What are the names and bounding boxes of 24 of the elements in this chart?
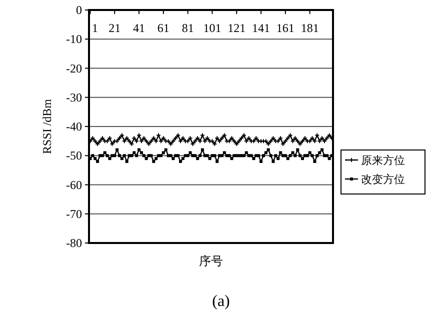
x-tick-label: 101 — [203, 21, 222, 35]
y-tick-label: -70 — [66, 206, 82, 221]
x-tick-label: 61 — [157, 21, 170, 35]
y-tick-label: 0 — [76, 3, 82, 17]
y-tick-label: -10 — [66, 32, 82, 46]
x-tick-label: 161 — [276, 21, 294, 35]
x-tick-label: 181 — [300, 21, 319, 35]
y-tick-label: -30 — [66, 90, 82, 104]
x-tick-label: 1 — [92, 21, 98, 35]
y-axis-title: RSSI /dBm — [40, 98, 54, 154]
legend-label: 原来方位 — [361, 154, 405, 167]
y-tick-label: -20 — [66, 61, 82, 76]
x-tick-label: 41 — [133, 21, 146, 35]
y-tick-label: -60 — [66, 178, 82, 192]
x-tick-label: 141 — [252, 21, 270, 35]
legend-label: 改变方位 — [361, 173, 405, 186]
x-axis-title: 序号 — [199, 254, 223, 268]
x-tick-label: 121 — [228, 21, 246, 35]
x-tick-label: 81 — [182, 21, 194, 35]
y-tick-label: -80 — [66, 236, 82, 250]
y-tick-label: -50 — [66, 148, 82, 163]
text: (a) — [212, 293, 230, 310]
x-tick-label: 21 — [108, 21, 121, 35]
y-tick-label: -40 — [66, 120, 82, 134]
